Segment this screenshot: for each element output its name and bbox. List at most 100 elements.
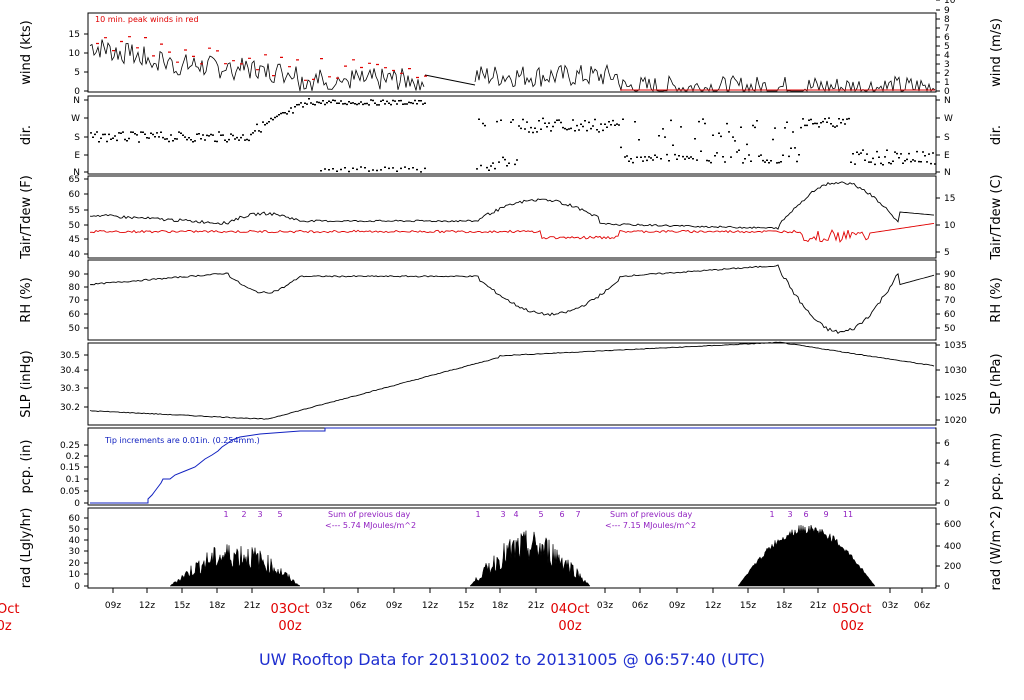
- ytick-label-right: 0: [944, 582, 950, 592]
- ytick-label-left: 90: [69, 270, 81, 280]
- ytick-label-left: 0.05: [60, 487, 80, 497]
- ytick-label-right: 2: [944, 69, 950, 79]
- ylabel-right-wind: wind (m/s): [989, 18, 1004, 87]
- xtick-label: 18z: [492, 601, 508, 611]
- ytick-label-left: 55: [69, 206, 80, 216]
- ytick-label-right: 3: [944, 60, 950, 70]
- ytick-label-left: 40: [69, 536, 81, 546]
- rad-hour-label: 6: [803, 510, 808, 519]
- ytick-label-left: 0: [74, 582, 80, 592]
- ytick-label-left: 30: [69, 547, 81, 557]
- pcp-series-line: [90, 427, 935, 504]
- ytick-label-right: 1: [944, 78, 950, 88]
- ytick-label-left: 60: [69, 514, 81, 524]
- direction-scatter-points: [90, 98, 936, 173]
- ytick-label-left: 40: [69, 250, 81, 260]
- rad-hour-label: 1: [223, 510, 228, 519]
- rad-hour-label: 2: [241, 510, 246, 519]
- rad-hour-label: 3: [787, 510, 792, 519]
- rad-hour-label: 11: [843, 510, 853, 519]
- ylabel-left-wind: wind (kts): [19, 20, 34, 84]
- tdew-series-line: [89, 222, 935, 243]
- rad-hour-label: 3: [500, 510, 505, 519]
- ylabel-left-temp: Tair/Tdew (F): [19, 175, 34, 260]
- xtick-label: 21z: [528, 601, 544, 611]
- ylabel-left-slp: SLP (inHg): [19, 350, 34, 418]
- day-label: 04Oct: [550, 602, 589, 617]
- rad-hour-label: 6: [559, 510, 564, 519]
- day-zulu-label: 00z: [840, 619, 864, 634]
- ytick-label-right: 4: [944, 459, 950, 469]
- ytick-label-left: 60: [69, 190, 81, 200]
- ytick-label-left: 80: [69, 283, 81, 293]
- xtick-label: 21z: [810, 601, 826, 611]
- rad-hour-label: 7: [575, 510, 580, 519]
- ytick-label-left: 50: [69, 324, 81, 334]
- ytick-label-right: 60: [944, 310, 956, 320]
- rad-hour-label: 4: [513, 510, 518, 519]
- ytick-label-left: 30.2: [60, 403, 80, 413]
- rad-hour-label: 1: [769, 510, 774, 519]
- ytick-label-right: 1030: [944, 366, 967, 376]
- ytick-label-left: 70: [69, 296, 81, 306]
- ytick-label-right: 80: [944, 283, 956, 293]
- ytick-label-left: 50: [69, 525, 81, 535]
- xtick-label: 06z: [914, 601, 930, 611]
- ytick-label-right: 4: [944, 51, 950, 61]
- ylabel-left-pcp: pcp. (in): [19, 440, 34, 494]
- ytick-label-right: 7: [944, 24, 950, 34]
- ytick-label-right: 1035: [944, 341, 967, 351]
- ytick-label-left: E: [74, 151, 80, 161]
- rad-sum-value: <--- 7.15 MJoules/m^2: [605, 521, 696, 530]
- rad-sum-value: <--- 5.74 MJoules/m^2: [325, 521, 416, 530]
- ylabel-left-rad: rad (Lgly/hr): [19, 508, 34, 589]
- ytick-label-left: 5: [74, 68, 80, 78]
- rad-sum-label: Sum of previous day: [610, 510, 692, 519]
- xtick-label: 09z: [386, 601, 402, 611]
- xtick-label: 03z: [316, 601, 332, 611]
- ytick-label-right: E: [944, 151, 950, 161]
- ytick-label-right: 1025: [944, 393, 967, 403]
- xtick-label: 09z: [105, 601, 121, 611]
- xtick-label: 18z: [776, 601, 792, 611]
- ytick-label-left: 20: [69, 559, 81, 569]
- ytick-label-right: N: [944, 168, 951, 178]
- ytick-label-left: 0: [74, 499, 80, 509]
- ytick-label-left: 30.3: [60, 384, 80, 394]
- ylabel-right-rh: RH (%): [989, 277, 1004, 322]
- ytick-label-right: 2: [944, 479, 950, 489]
- ytick-label-right: 1020: [944, 416, 967, 426]
- ylabel-left-dir: dir.: [19, 125, 34, 145]
- ytick-label-left: 30.4: [60, 366, 80, 376]
- day-zulu-label: 00z: [558, 619, 582, 634]
- panel-frame-temp: [87, 175, 937, 259]
- ytick-label-right: 600: [944, 520, 961, 530]
- wind-annotation: 10 min. peak winds in red: [95, 15, 199, 24]
- xtick-label: 06z: [350, 601, 366, 611]
- wind-series-line: [89, 39, 936, 93]
- ytick-label-left: 15: [69, 30, 80, 40]
- xtick-label: 09z: [669, 601, 685, 611]
- ytick-label-left: N: [73, 96, 80, 106]
- ytick-label-left: 65: [69, 175, 80, 185]
- ylabel-right-rad: rad (W/m^2): [989, 506, 1004, 591]
- ylabel-left-rh: RH (%): [19, 277, 34, 322]
- ytick-label-right: 0: [944, 87, 950, 97]
- ytick-label-left: N: [73, 168, 80, 178]
- ytick-label-left: 60: [69, 310, 81, 320]
- ytick-label-left: 0.25: [60, 441, 80, 451]
- ylabel-right-slp: SLP (hPa): [989, 353, 1004, 414]
- wind-peak-series: [96, 36, 427, 81]
- panel-frame-rh: [87, 259, 937, 341]
- rad-hour-label: 5: [538, 510, 543, 519]
- xtick-label: 12z: [422, 601, 438, 611]
- xtick-label: 15z: [174, 601, 190, 611]
- day-label: 03Oct: [270, 602, 309, 617]
- xtick-label: 21z: [244, 601, 260, 611]
- xtick-label: 18z: [209, 601, 225, 611]
- ytick-label-left: 0: [74, 87, 80, 97]
- ytick-label-left: W: [71, 114, 80, 124]
- panel-frame-dir: [87, 95, 937, 175]
- ytick-label-left: 0.1: [66, 475, 80, 485]
